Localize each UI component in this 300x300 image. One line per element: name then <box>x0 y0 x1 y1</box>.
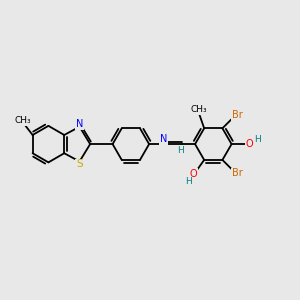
Text: Br: Br <box>232 169 242 178</box>
Text: CH₃: CH₃ <box>14 116 31 125</box>
Text: O: O <box>190 169 197 179</box>
Text: CH₃: CH₃ <box>190 105 207 114</box>
Text: O: O <box>245 139 253 148</box>
Text: N: N <box>76 119 83 129</box>
Text: Br: Br <box>232 110 242 120</box>
Text: H: H <box>254 135 261 144</box>
Text: N: N <box>160 134 167 144</box>
Text: H: H <box>177 146 183 155</box>
Text: H: H <box>185 177 192 186</box>
Text: S: S <box>76 159 83 170</box>
